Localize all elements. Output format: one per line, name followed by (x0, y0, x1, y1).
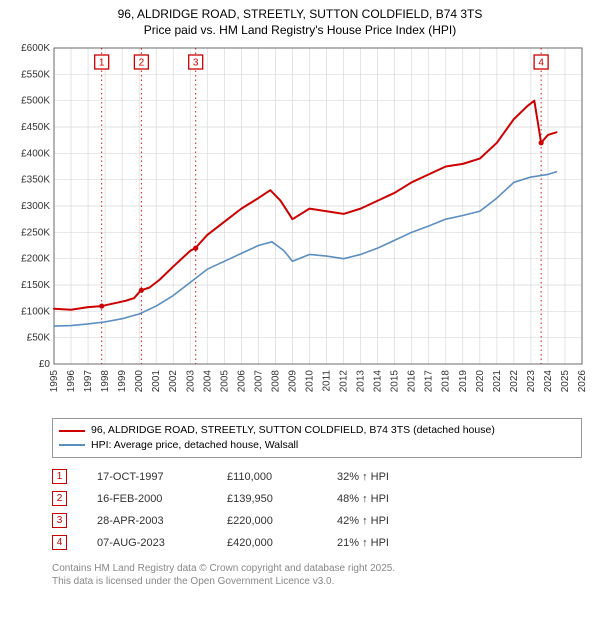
svg-text:2024: 2024 (543, 370, 554, 393)
sale-row: 2 16-FEB-2000 £139,950 48% ↑ HPI (52, 488, 590, 510)
legend-label: 96, ALDRIDGE ROAD, STREETLY, SUTTON COLD… (91, 423, 495, 438)
svg-text:2017: 2017 (424, 370, 435, 393)
svg-text:2023: 2023 (526, 370, 537, 393)
attribution: Contains HM Land Registry data © Crown c… (52, 562, 582, 589)
svg-text:1998: 1998 (100, 370, 111, 393)
plot-area: £0 £50K £100K £150K £200K £250K £300K £350K £400… (10, 42, 590, 412)
svg-text:£400K: £400K (21, 149, 50, 160)
svg-text:2013: 2013 (356, 370, 367, 393)
svg-text:2004: 2004 (202, 370, 213, 393)
svg-text:2: 2 (139, 58, 145, 69)
svg-text:2018: 2018 (441, 370, 452, 393)
sales-table: 1 17-OCT-1997 £110,000 32% ↑ HPI 2 16-FEB-200… (52, 466, 590, 554)
svg-text:£450K: £450K (21, 122, 50, 133)
sale-hpi: 21% ↑ HPI (337, 537, 427, 549)
sale-marker-box: 2 (52, 491, 67, 506)
svg-text:2002: 2002 (168, 370, 179, 393)
svg-text:£300K: £300K (21, 201, 50, 212)
sale-hpi: 48% ↑ HPI (337, 493, 427, 505)
svg-text:£500K: £500K (21, 96, 50, 107)
sale-date: 28-APR-2003 (97, 515, 197, 527)
svg-text:1995: 1995 (49, 370, 60, 393)
svg-text:2006: 2006 (236, 370, 247, 393)
svg-text:£100K: £100K (21, 307, 50, 318)
legend-swatch (59, 430, 85, 432)
svg-text:1999: 1999 (117, 370, 128, 393)
chart-svg: £0 £50K £100K £150K £200K £250K £300K £350K £400… (10, 42, 590, 412)
sale-row: 1 17-OCT-1997 £110,000 32% ↑ HPI (52, 466, 590, 488)
sale-date: 17-OCT-1997 (97, 471, 197, 483)
svg-text:2015: 2015 (390, 370, 401, 393)
svg-text:4: 4 (538, 58, 544, 69)
attribution-line: This data is licensed under the Open Gov… (52, 575, 582, 589)
sale-marker-box: 1 (52, 469, 67, 484)
sale-marker-box: 4 (52, 535, 67, 550)
sale-price: £420,000 (227, 537, 307, 549)
sale-hpi: 42% ↑ HPI (337, 515, 427, 527)
svg-text:2020: 2020 (475, 370, 486, 393)
svg-text:2008: 2008 (270, 370, 281, 393)
svg-text:£50K: £50K (27, 333, 51, 344)
svg-text:2014: 2014 (373, 370, 384, 393)
attribution-line: Contains HM Land Registry data © Crown c… (52, 562, 582, 576)
sale-date: 07-AUG-2023 (97, 537, 197, 549)
svg-text:£600K: £600K (21, 43, 50, 54)
svg-text:2003: 2003 (185, 370, 196, 393)
svg-text:£350K: £350K (21, 175, 50, 186)
sale-date: 16-FEB-2000 (97, 493, 197, 505)
svg-text:2001: 2001 (151, 370, 162, 393)
svg-text:2009: 2009 (287, 370, 298, 393)
svg-text:2010: 2010 (304, 370, 315, 393)
sale-hpi: 32% ↑ HPI (337, 471, 427, 483)
svg-text:£0: £0 (39, 359, 51, 370)
chart-title: 96, ALDRIDGE ROAD, STREETLY, SUTTON COLD… (10, 6, 590, 38)
svg-text:£200K: £200K (21, 254, 50, 265)
legend-item: HPI: Average price, detached house, Wals… (59, 438, 575, 453)
sale-price: £220,000 (227, 515, 307, 527)
svg-text:2022: 2022 (509, 370, 520, 393)
svg-text:1: 1 (99, 58, 105, 69)
svg-text:2000: 2000 (134, 370, 145, 393)
sale-price: £110,000 (227, 471, 307, 483)
svg-text:1997: 1997 (83, 370, 94, 393)
svg-text:2026: 2026 (577, 370, 588, 393)
svg-text:2012: 2012 (339, 370, 350, 393)
svg-text:3: 3 (193, 58, 199, 69)
sale-marker-box: 3 (52, 513, 67, 528)
svg-text:£250K: £250K (21, 228, 50, 239)
svg-text:2005: 2005 (219, 370, 230, 393)
svg-text:2011: 2011 (322, 370, 333, 392)
legend-label: HPI: Average price, detached house, Wals… (91, 438, 298, 453)
legend-box: 96, ALDRIDGE ROAD, STREETLY, SUTTON COLD… (52, 418, 582, 457)
title-address: 96, ALDRIDGE ROAD, STREETLY, SUTTON COLD… (10, 6, 590, 22)
svg-text:£550K: £550K (21, 70, 50, 81)
legend-item: 96, ALDRIDGE ROAD, STREETLY, SUTTON COLD… (59, 423, 575, 438)
svg-text:2021: 2021 (492, 370, 503, 393)
svg-text:1996: 1996 (66, 370, 77, 393)
svg-text:2016: 2016 (407, 370, 418, 393)
svg-text:2025: 2025 (560, 370, 571, 393)
title-subtitle: Price paid vs. HM Land Registry's House … (10, 22, 590, 38)
svg-text:2019: 2019 (458, 370, 469, 393)
svg-text:2007: 2007 (253, 370, 264, 393)
sale-price: £139,950 (227, 493, 307, 505)
legend-swatch (59, 444, 85, 446)
chart-container: 96, ALDRIDGE ROAD, STREETLY, SUTTON COLD… (0, 0, 600, 589)
svg-text:£150K: £150K (21, 280, 50, 291)
sale-row: 4 07-AUG-2023 £420,000 21% ↑ HPI (52, 532, 590, 554)
sale-row: 3 28-APR-2003 £220,000 42% ↑ HPI (52, 510, 590, 532)
